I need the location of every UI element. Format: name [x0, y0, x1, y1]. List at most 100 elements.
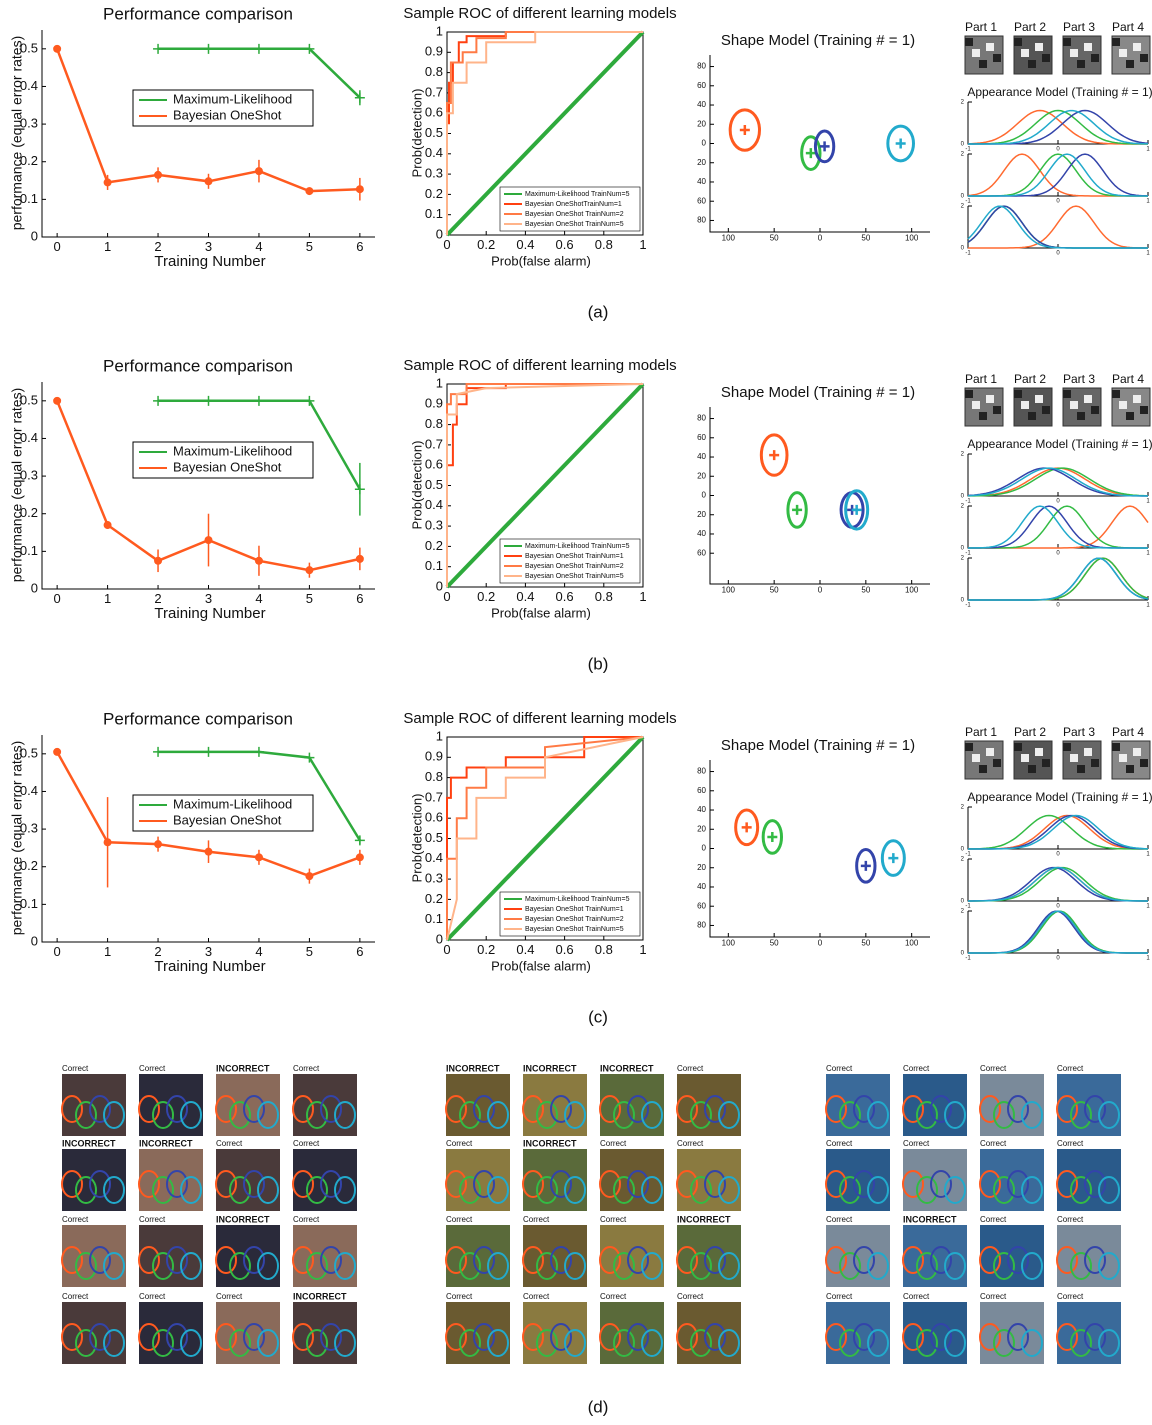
marker: [203, 395, 214, 406]
example-label: INCORRECT: [523, 1063, 577, 1073]
x-tick-label: 0: [1056, 602, 1060, 608]
patch-texture: [1070, 401, 1078, 409]
y-tick-label: 0.3: [425, 166, 443, 181]
example-label: Correct: [1057, 1139, 1084, 1148]
example-image: [446, 1149, 510, 1211]
x-tick-label: 2: [154, 239, 161, 254]
example-label: Correct: [446, 1139, 473, 1148]
axis-frame: [41, 735, 375, 943]
example-part: [944, 1101, 966, 1129]
example-part: [103, 1252, 125, 1280]
x-axis-label: Prob(false alarm): [491, 605, 591, 620]
patch-texture: [986, 748, 994, 756]
example-part: [944, 1252, 966, 1280]
y-tick-label: 20: [697, 863, 706, 872]
patch-texture: [986, 43, 994, 51]
patch-texture: [1077, 60, 1085, 68]
patch-texture: [1014, 38, 1022, 46]
x-tick-label: 1: [1146, 498, 1150, 504]
example-part: [690, 1329, 712, 1357]
example-image: [1057, 1074, 1121, 1136]
example-image: [62, 1225, 126, 1287]
part-label: Part 2: [1014, 372, 1046, 386]
part-label: Part 3: [1063, 372, 1095, 386]
y-tick-label: 1: [436, 375, 443, 390]
patch-texture: [993, 759, 1001, 767]
y-axis-label: Prob(detection): [409, 794, 424, 883]
x-tick-label: -1: [965, 250, 971, 256]
x-tick-label: 0.2: [477, 237, 495, 252]
axis-frame: [709, 760, 930, 938]
x-tick-label: 100: [905, 234, 919, 243]
y-tick-label: 0: [961, 494, 965, 500]
example-image: [1057, 1149, 1121, 1211]
example-part: [1070, 1101, 1092, 1129]
marker: [204, 536, 213, 545]
example-part: [138, 1246, 160, 1274]
patch-texture: [1042, 759, 1050, 767]
example-label: Correct: [62, 1215, 89, 1224]
shape-ellipse: [734, 808, 760, 847]
patch-texture: [1091, 54, 1099, 62]
gaussian-curve: [968, 866, 1148, 902]
example-part: [320, 1095, 342, 1123]
panel-label: (c): [588, 1007, 608, 1026]
example-label: Correct: [677, 1292, 704, 1301]
example-part: [1084, 1170, 1106, 1198]
patch-texture: [1119, 754, 1127, 762]
example-part: [243, 1323, 265, 1351]
x-tick-label: 0: [54, 239, 61, 254]
patch-texture: [1014, 390, 1022, 398]
shape-center: [767, 831, 778, 842]
y-tick-label: 0.5: [20, 40, 38, 55]
example-part: [138, 1323, 160, 1351]
patch-texture: [1133, 748, 1141, 756]
y-tick-label: 40: [697, 529, 706, 538]
example-part: [103, 1329, 125, 1357]
example-part: [445, 1095, 467, 1123]
example-part: [1084, 1323, 1106, 1351]
y-tick-label: 2: [961, 909, 965, 915]
example-part: [306, 1329, 328, 1357]
example-label: Correct: [216, 1292, 243, 1301]
part-label: Part 3: [1063, 20, 1095, 34]
chart-title: Shape Model (Training # = 1): [721, 32, 915, 49]
y-axis-label: Prob(detection): [409, 89, 424, 178]
x-tick-label: 1: [639, 589, 646, 604]
example-part: [138, 1170, 160, 1198]
patch-texture: [993, 54, 1001, 62]
x-tick-label: -1: [965, 198, 971, 204]
gaussian-curve: [968, 814, 1149, 850]
example-part: [89, 1323, 111, 1351]
legend-box: [132, 441, 314, 479]
marker: [153, 395, 164, 406]
patch-texture: [1133, 43, 1141, 51]
example-part: [229, 1176, 251, 1204]
shape-center: [860, 860, 871, 871]
x-tick-label: 1: [1146, 198, 1150, 204]
patch-texture: [972, 49, 980, 57]
x-tick-label: 100: [905, 586, 919, 595]
patch-texture: [1077, 765, 1085, 773]
y-tick-label: 1: [436, 728, 443, 743]
x-tick-label: 1: [104, 591, 111, 606]
y-tick-label: 0: [961, 142, 965, 148]
example-label: Correct: [523, 1215, 550, 1224]
example-image: [826, 1074, 890, 1136]
example-part: [641, 1101, 663, 1129]
example-part: [676, 1095, 698, 1123]
example-part: [916, 1329, 938, 1357]
x-tick-label: 0: [1056, 851, 1060, 857]
y-tick-label: 2: [961, 805, 965, 811]
gaussian-curve: [968, 866, 1148, 902]
example-image: [600, 1302, 664, 1364]
y-tick-label: 0: [961, 194, 965, 200]
example-part: [718, 1329, 740, 1357]
x-tick-label: 1: [1146, 903, 1150, 909]
gaussian-curve: [967, 205, 1148, 249]
x-tick-label: 50: [770, 586, 779, 595]
y-tick-label: 0.1: [425, 911, 443, 926]
example-part: [75, 1176, 97, 1204]
x-tick-label: 1: [1146, 851, 1150, 857]
marker: [204, 847, 213, 856]
